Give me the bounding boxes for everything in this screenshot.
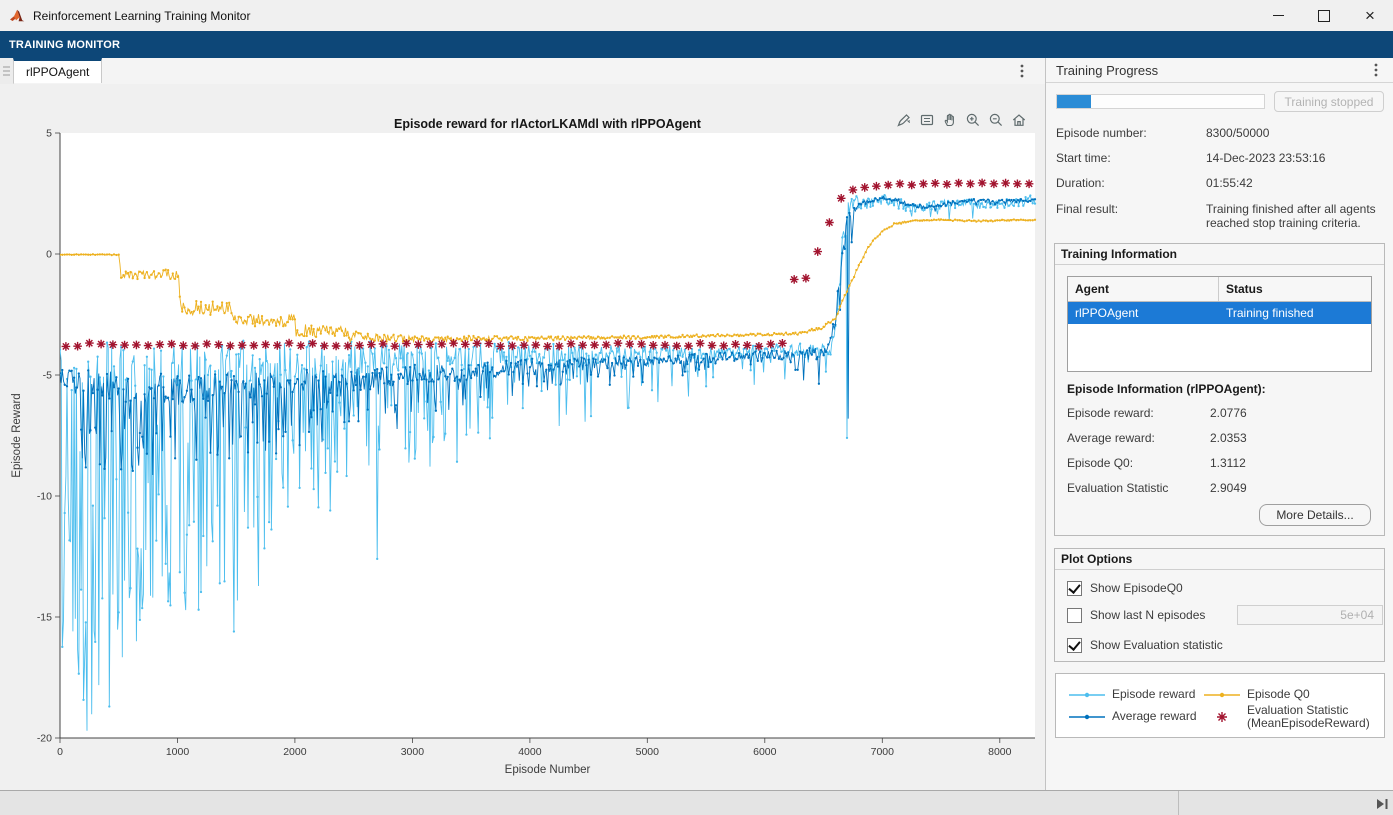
training-plot-figure: 0 1000 2000 3000 4000 5000 6000 7000 8000 5 0 -5 -10… — [0, 84, 1045, 790]
checkbox[interactable] — [1067, 580, 1082, 596]
line-dot-swatch — [1204, 692, 1240, 697]
svg-text:Episode reward for rlActorLKAM: Episode reward for rlActorLKAMdl with rl… — [394, 117, 702, 131]
line-dot-swatch — [1069, 692, 1105, 697]
svg-text:5: 5 — [46, 128, 52, 140]
window-title: Reinforcement Learning Training Monitor — [33, 8, 251, 23]
training-plot: 0 1000 2000 3000 4000 5000 6000 7000 8000 5 0 -5 -10… — [0, 84, 1045, 790]
svg-text:0: 0 — [46, 249, 52, 261]
option-show-last-n-episodes[interactable]: Show last N episodes — [1067, 607, 1205, 623]
toolstrip-tab-training-monitor[interactable]: TRAINING MONITOR — [9, 38, 121, 51]
close-icon[interactable]: × — [1365, 6, 1375, 25]
svg-text:2000: 2000 — [283, 746, 307, 758]
legend-item-episode-q0: Episode Q0 — [1203, 688, 1310, 701]
document-tab-bar: rlPPOAgent — [0, 58, 1045, 85]
svg-text:Episode Number: Episode Number — [505, 764, 591, 776]
svg-text:6000: 6000 — [753, 746, 777, 758]
svg-text:5000: 5000 — [636, 746, 660, 758]
checkbox[interactable] — [1067, 637, 1082, 653]
table-header-row: Agent Status — [1068, 277, 1371, 302]
svg-text:4000: 4000 — [518, 746, 542, 758]
tab-strip-grip[interactable] — [0, 58, 14, 84]
field-duration: Duration: 01:55:42 — [1056, 176, 1253, 190]
col-agent: Agent — [1068, 277, 1219, 301]
field-episode-reward: Episode reward: 2.0776 — [1067, 406, 1247, 420]
episode-info-title: Episode Information (rlPPOAgent): — [1067, 382, 1266, 396]
home-icon[interactable] — [1010, 111, 1028, 129]
option-show-episodeq0[interactable]: Show EpisodeQ0 — [1067, 580, 1183, 596]
zoom-in-icon[interactable] — [964, 111, 982, 129]
svg-text:0: 0 — [57, 746, 63, 758]
tab-label: rlPPOAgent — [26, 65, 90, 79]
training-stopped-button[interactable]: Training stopped — [1274, 91, 1384, 112]
asterisk-swatch — [1217, 712, 1227, 722]
panel-title: Training Progress — [1056, 62, 1159, 78]
agent-status-table[interactable]: Agent Status rlPPOAgent Training finishe… — [1067, 276, 1372, 372]
svg-text:-15: -15 — [37, 612, 52, 624]
legend-item-evaluation-statistic: Evaluation Statistic (MeanEpisodeReward) — [1203, 704, 1370, 730]
col-status: Status — [1226, 282, 1263, 296]
matlab-logo-icon — [10, 9, 25, 21]
training-information-section: Training Information Agent Status rlPPOA… — [1054, 243, 1385, 536]
bottom-bar-divider — [1178, 791, 1179, 815]
svg-text:8000: 8000 — [988, 746, 1012, 758]
zoom-out-icon[interactable] — [987, 111, 1005, 129]
more-details-button[interactable]: More Details... — [1259, 504, 1371, 526]
line-dot-swatch — [1069, 714, 1105, 719]
section-header: Training Information — [1055, 244, 1384, 265]
maximize-icon[interactable] — [1301, 0, 1347, 31]
legend-item-average-reward: Average reward — [1068, 710, 1197, 723]
last-n-episodes-input[interactable] — [1237, 605, 1383, 625]
svg-text:-5: -5 — [43, 370, 52, 382]
tab-bar-menu-kebab-icon[interactable] — [1013, 62, 1031, 80]
field-episode-number: Episode number: 8300/50000 — [1056, 126, 1270, 140]
svg-text:3000: 3000 — [401, 746, 425, 758]
datatip-icon[interactable] — [918, 111, 936, 129]
play-bar-icon — [1377, 798, 1388, 809]
tab-rlppoagent[interactable]: rlPPOAgent — [13, 58, 103, 83]
chart-legend: Episode reward Average reward Episode Q0 — [1055, 673, 1385, 738]
grip-icon — [3, 66, 10, 76]
field-average-reward: Average reward: 2.0353 — [1067, 431, 1247, 445]
axes-toolbar — [895, 111, 1028, 129]
minimize-icon[interactable] — [1255, 0, 1301, 31]
training-progress-panel: Training Progress Training stopped Episo… — [1046, 58, 1393, 790]
pan-icon[interactable] — [941, 111, 959, 129]
checkbox[interactable] — [1067, 607, 1082, 623]
title-bar: Reinforcement Learning Training Monitor … — [0, 0, 1393, 31]
table-row[interactable]: rlPPOAgent Training finished — [1068, 302, 1371, 324]
field-episode-q0: Episode Q0: 1.3112 — [1067, 456, 1246, 470]
plot-options-section: Plot Options Show EpisodeQ0 Show last N … — [1054, 548, 1385, 662]
kebab-icon — [1020, 64, 1024, 78]
bottom-scrollbar[interactable] — [0, 790, 1393, 815]
option-show-evaluation-statistic[interactable]: Show Evaluation statistic — [1067, 637, 1223, 653]
kebab-icon — [1374, 63, 1378, 77]
field-evaluation-statistic: Evaluation Statistic 2.9049 — [1067, 481, 1247, 495]
legend-item-episode-reward: Episode reward — [1068, 688, 1195, 701]
panel-divider[interactable] — [1045, 58, 1046, 790]
field-final-result: Final result: Training finished after al… — [1056, 202, 1376, 230]
progress-fill — [1057, 95, 1092, 108]
field-start-time: Start time: 14-Dec-2023 23:53:16 — [1056, 151, 1326, 165]
section-header: Plot Options — [1055, 549, 1384, 570]
svg-text:7000: 7000 — [871, 746, 895, 758]
panel-header: Training Progress — [1046, 58, 1393, 83]
svg-text:Episode Reward: Episode Reward — [11, 393, 23, 477]
svg-text:-20: -20 — [37, 733, 52, 745]
svg-text:1000: 1000 — [166, 746, 190, 758]
toolstrip: TRAINING MONITOR — [0, 31, 1393, 58]
expand-panel-icon[interactable] — [1374, 797, 1390, 810]
panel-menu-kebab-icon[interactable] — [1367, 61, 1385, 79]
training-progress-bar — [1056, 94, 1265, 109]
svg-text:-10: -10 — [37, 491, 52, 503]
brush-icon[interactable] — [895, 111, 913, 129]
